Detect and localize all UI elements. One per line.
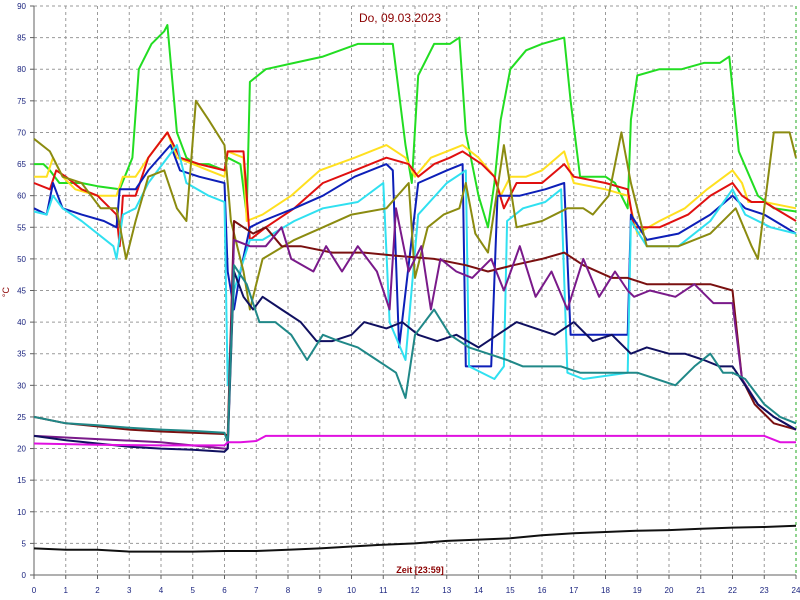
x-tick-label: 3 (127, 586, 132, 595)
x-tick-label: 11 (379, 586, 388, 595)
series-line-6 (33, 99, 797, 311)
x-tick-label: 17 (569, 586, 578, 595)
series-line-11 (33, 434, 796, 447)
y-tick-label: 85 (17, 34, 26, 43)
x-tick-label: 6 (222, 586, 227, 595)
x-tick-label: 9 (318, 586, 323, 595)
y-tick-label: 90 (17, 2, 26, 11)
y-tick-label: 60 (17, 192, 26, 201)
y-tick-label: 70 (17, 128, 26, 137)
x-tick-label: 13 (442, 586, 451, 595)
series-line-12 (33, 524, 797, 553)
series-line-9 (33, 270, 797, 453)
x-tick-label: 20 (665, 586, 674, 595)
series-line-8 (33, 207, 797, 450)
y-tick-label: 55 (17, 223, 26, 232)
y-tick-label: 0 (22, 571, 27, 580)
x-tick-label: 2 (95, 586, 100, 595)
label-layer: 0 1 2 3 4 5 6 7 8 9 10 11 12 13 14 15 16 17 18 19 20 21 22 23 24… (17, 2, 800, 595)
x-tick-label: 24 (792, 586, 800, 595)
y-tick-label: 10 (17, 508, 26, 517)
y-tick-label: 45 (17, 287, 26, 296)
x-tick-label: 16 (538, 586, 547, 595)
x-tick-label: 0 (32, 586, 37, 595)
y-tick-label: 35 (17, 350, 26, 359)
x-tick-label: 10 (347, 586, 356, 595)
x-tick-label: 15 (506, 586, 515, 595)
x-tick-label: 21 (696, 586, 705, 595)
x-tick-label: 23 (760, 586, 769, 595)
x-tick-label: 1 (64, 586, 69, 595)
chart-title: Do, 09.03.2023 (359, 11, 441, 25)
x-tick-label: 7 (254, 586, 259, 595)
x-tick-label: 22 (728, 586, 737, 595)
y-tick-label: 5 (22, 539, 27, 548)
y-tick-label: 15 (17, 476, 26, 485)
x-tick-label: 8 (286, 586, 291, 595)
x-axis-label: Zeit [23:59] (396, 565, 444, 575)
series-line-5 (33, 144, 797, 387)
y-tick-label: 80 (17, 65, 26, 74)
y-tick-label: 20 (17, 445, 26, 454)
y-tick-label: 65 (17, 160, 26, 169)
y-tick-label: 30 (17, 381, 26, 390)
x-tick-label: 19 (633, 586, 642, 595)
y-tick-label: 50 (17, 255, 26, 264)
x-tick-label: 5 (191, 586, 196, 595)
y-axis-label: °C (1, 286, 11, 297)
x-tick-label: 12 (411, 586, 420, 595)
series-line-1 (34, 24, 797, 229)
series-line-2 (34, 131, 797, 235)
x-tick-label: 4 (159, 586, 164, 595)
x-tick-label: 14 (474, 586, 483, 595)
y-tick-label: 25 (17, 413, 26, 422)
series-layer (33, 24, 797, 553)
x-tick-label: 18 (601, 586, 610, 595)
y-tick-label: 75 (17, 97, 26, 106)
y-tick-label: 40 (17, 318, 26, 327)
axis-layer (30, 5, 797, 579)
